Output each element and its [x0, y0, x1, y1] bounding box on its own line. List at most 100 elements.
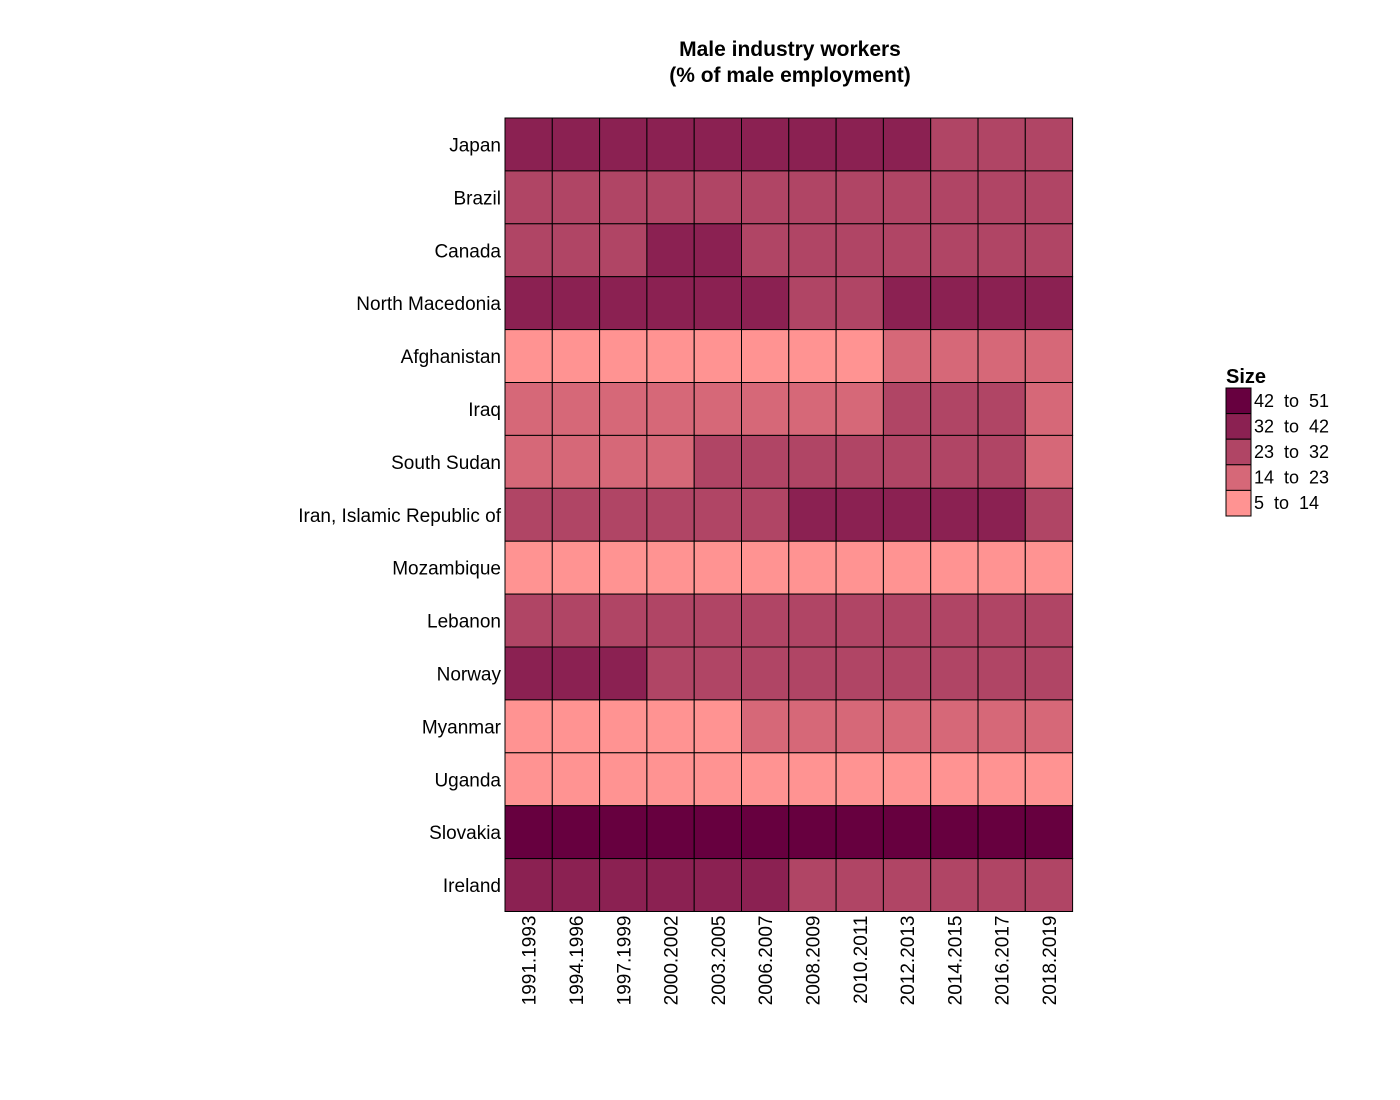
x-tick-label: 1994.1996 — [567, 916, 588, 1006]
heatmap-cell — [646, 223, 695, 278]
heatmap-cell — [693, 540, 743, 595]
heatmap-cell — [977, 117, 1026, 172]
heatmap-cell — [741, 434, 790, 489]
x-tick-label: 2003.2005 — [709, 916, 730, 1006]
heatmap-cell — [788, 858, 837, 912]
heatmap-cell — [930, 329, 979, 384]
heatmap-cell — [599, 858, 648, 912]
heatmap-cell — [504, 329, 553, 384]
heatmap-cell — [599, 382, 648, 436]
heatmap-cell — [930, 117, 979, 172]
heatmap-cell — [551, 223, 601, 278]
x-tick-label: 2014.2015 — [945, 916, 966, 1006]
heatmap-cell — [646, 382, 695, 436]
heatmap-cell — [977, 805, 1026, 860]
legend-key — [1225, 387, 1252, 415]
heatmap-cell — [788, 540, 837, 595]
heatmap-cell — [551, 487, 601, 542]
heatmap-cell — [1024, 170, 1074, 225]
heatmap-cell — [741, 170, 790, 225]
heatmap-cell — [646, 540, 695, 595]
heatmap-cell — [504, 540, 553, 595]
heatmap-cell — [930, 170, 979, 225]
legend-key — [1225, 489, 1252, 517]
heatmap-cell — [977, 858, 1026, 912]
heatmap-cell — [788, 276, 837, 331]
heatmap-cell — [741, 223, 790, 278]
y-tick-label: Norway — [437, 664, 502, 685]
heatmap-cell — [551, 646, 601, 701]
legend-label: 42 to 51 — [1254, 391, 1329, 411]
heatmap-cell — [930, 540, 979, 595]
heatmap-cell — [977, 593, 1026, 648]
heatmap-cell — [1024, 487, 1074, 542]
heatmap-cell — [693, 805, 743, 860]
heatmap-cell — [551, 858, 601, 912]
y-tick-label: Iraq — [468, 400, 501, 421]
heatmap-cell — [551, 540, 601, 595]
heatmap-cell — [504, 858, 553, 912]
x-tick-label: 2006.2007 — [756, 916, 777, 1006]
heatmap-cell — [741, 276, 790, 331]
heatmap-cell — [930, 276, 979, 331]
heatmap-cell — [599, 170, 648, 225]
heatmap-cell — [788, 117, 837, 172]
heatmap-cell — [504, 170, 553, 225]
heatmap-cell — [835, 382, 884, 436]
x-tick-label: 2000.2002 — [662, 916, 683, 1006]
legend-label: 23 to 32 — [1254, 442, 1329, 462]
heatmap-cell — [741, 858, 790, 912]
heatmap-cell — [1024, 276, 1074, 331]
heatmap-cell — [788, 329, 837, 384]
heatmap-cells — [504, 117, 1074, 912]
heatmap-cell — [599, 593, 648, 648]
x-tick-label: 2016.2017 — [993, 916, 1014, 1006]
heatmap-cell — [504, 276, 553, 331]
x-tick-label: 2008.2009 — [803, 916, 824, 1006]
heatmap-cell — [504, 117, 553, 172]
chart-title: Male industry workers — [679, 38, 901, 61]
heatmap-cell — [551, 117, 601, 172]
heatmap-cell — [1024, 805, 1074, 860]
heatmap-cell — [551, 699, 601, 754]
heatmap-cell — [930, 382, 979, 436]
x-tick-label: 2012.2013 — [898, 916, 919, 1006]
heatmap-cell — [504, 646, 553, 701]
heatmap-cell — [930, 487, 979, 542]
heatmap-cell — [977, 170, 1026, 225]
heatmap-cell — [693, 329, 743, 384]
y-tick-label: Brazil — [453, 188, 501, 209]
heatmap-cell — [835, 805, 884, 860]
heatmap-cell — [1024, 382, 1074, 436]
legend: Size 42 to 51 32 to 42 23 to 32 14 to 23 5 t… — [1225, 366, 1329, 517]
heatmap-cell — [741, 329, 790, 384]
heatmap-cell — [599, 329, 648, 384]
heatmap-cell — [1024, 540, 1074, 595]
legend-label: 5 to 14 — [1254, 493, 1319, 513]
heatmap-cell — [693, 223, 743, 278]
heatmap-cell — [835, 434, 884, 489]
heatmap-cell — [646, 858, 695, 912]
y-tick-label: South Sudan — [391, 453, 501, 474]
heatmap-cell — [599, 223, 648, 278]
heatmap-cell — [551, 329, 601, 384]
heatmap-cell — [599, 805, 648, 860]
heatmap-cell — [551, 593, 601, 648]
heatmap-cell — [788, 593, 837, 648]
heatmap-cell — [882, 382, 932, 436]
heatmap-cell — [977, 276, 1026, 331]
heatmap-cell — [693, 382, 743, 436]
heatmap-cell — [1024, 329, 1074, 384]
heatmap-cell — [977, 752, 1026, 807]
heatmap-cell — [599, 487, 648, 542]
heatmap-cell — [977, 434, 1026, 489]
heatmap-cell — [882, 858, 932, 912]
heatmap-cell — [599, 117, 648, 172]
heatmap-cell — [1024, 593, 1074, 648]
heatmap-cell — [1024, 434, 1074, 489]
heatmap-cell — [930, 593, 979, 648]
heatmap-cell — [788, 805, 837, 860]
heatmap-cell — [551, 805, 601, 860]
heatmap-cell — [646, 276, 695, 331]
